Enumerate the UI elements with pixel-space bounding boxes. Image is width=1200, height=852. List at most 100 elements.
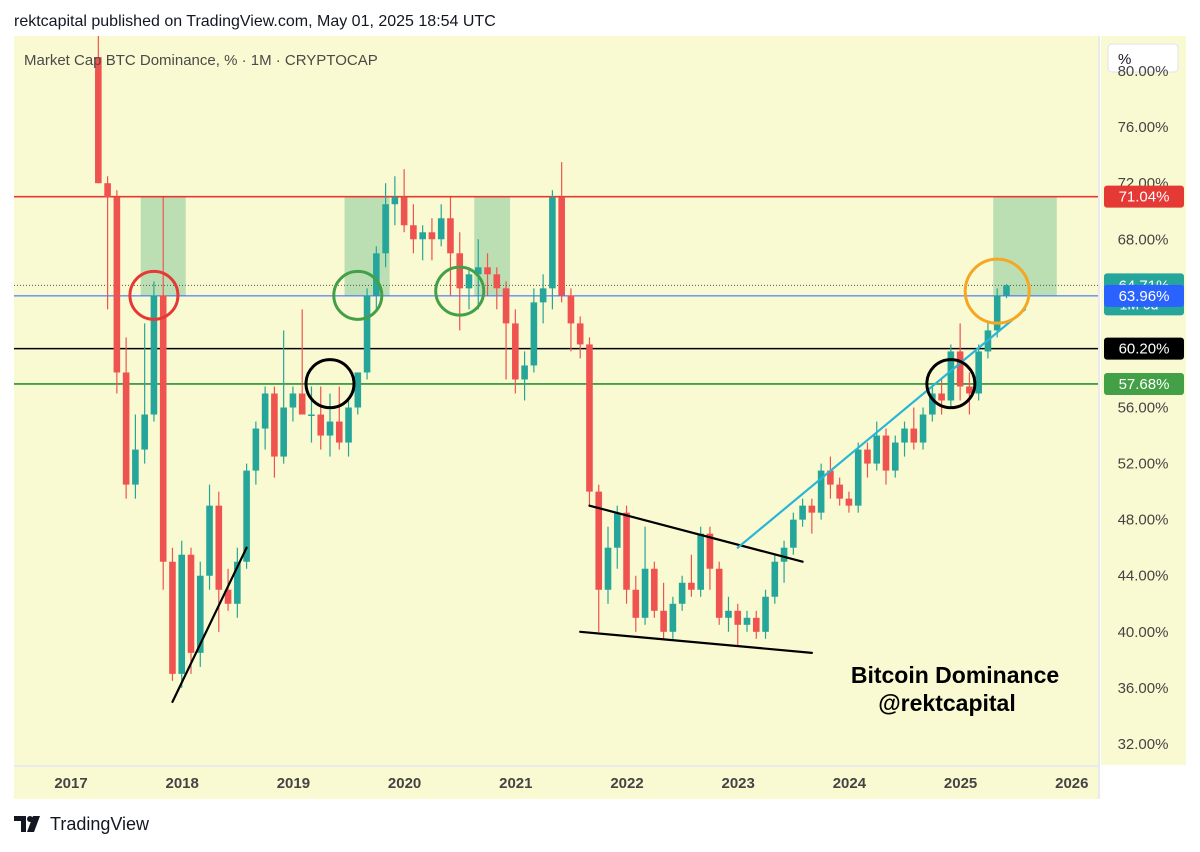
x-tick-label: 2023 xyxy=(722,775,755,792)
candle-body xyxy=(178,554,186,674)
candle-body xyxy=(604,547,612,590)
candle-body xyxy=(345,407,352,443)
candle-body xyxy=(780,547,788,562)
candle-body xyxy=(159,295,167,562)
candle-body xyxy=(864,449,871,464)
candle xyxy=(558,162,565,303)
candle xyxy=(113,190,121,394)
candle-body xyxy=(956,351,964,387)
candle-body xyxy=(567,295,575,324)
unit-label-box xyxy=(1107,43,1179,73)
candle xyxy=(234,547,241,618)
candle-body xyxy=(132,449,139,485)
candle xyxy=(308,386,315,443)
candle-body xyxy=(891,442,899,471)
candle-body xyxy=(688,582,695,590)
support-label: 57.68% xyxy=(1119,376,1170,393)
chart-title: Market Cap BTC Dominance, % · 1M · CRYPT… xyxy=(24,52,378,69)
uptrend-2018-line xyxy=(171,546,248,704)
candle xyxy=(289,386,297,422)
candle xyxy=(530,288,538,373)
candle-body xyxy=(104,183,111,198)
candle-body xyxy=(326,421,334,436)
candle xyxy=(178,540,186,688)
target-zone xyxy=(993,196,1057,296)
candle-body xyxy=(187,554,195,653)
candle-body xyxy=(400,197,408,226)
candle-body xyxy=(910,428,918,443)
y-tick-label: 36.00% xyxy=(1118,680,1169,697)
candle xyxy=(725,596,732,632)
candle xyxy=(354,372,362,415)
candle xyxy=(827,456,834,499)
candle xyxy=(252,421,260,485)
candle-body xyxy=(947,351,955,401)
candle xyxy=(484,253,491,296)
red-highlight-circle xyxy=(128,269,180,321)
candle-body xyxy=(975,351,982,394)
candle-body xyxy=(595,491,603,590)
candle-body xyxy=(836,484,843,499)
candle-body xyxy=(224,589,232,604)
candle-body xyxy=(196,575,204,653)
orange-highlight-circle xyxy=(963,257,1031,325)
candle-body xyxy=(410,225,417,240)
candle xyxy=(882,428,890,485)
candle xyxy=(215,491,223,632)
candle-body xyxy=(271,393,278,457)
black-highlight-circle xyxy=(304,358,356,410)
candle-body xyxy=(298,393,306,415)
candle xyxy=(854,442,862,513)
candle xyxy=(549,190,556,310)
candle xyxy=(762,589,769,639)
candle-body xyxy=(901,428,908,443)
candle xyxy=(317,386,325,450)
candle xyxy=(966,372,973,415)
candle-body xyxy=(938,393,945,401)
candle xyxy=(901,421,908,457)
candle xyxy=(382,183,389,268)
candle-body xyxy=(725,610,732,618)
y-tick-label: 52.00% xyxy=(1118,456,1169,473)
candle-body xyxy=(641,568,649,618)
candle xyxy=(891,435,899,478)
candle xyxy=(298,309,306,415)
x-tick-label: 2022 xyxy=(610,775,643,792)
candle xyxy=(715,561,723,625)
candle xyxy=(651,561,658,618)
candle xyxy=(697,526,704,597)
footer-brand: TradingView xyxy=(50,813,150,834)
candle xyxy=(688,554,695,597)
candle-body xyxy=(715,568,723,618)
candle-body xyxy=(799,505,806,520)
candle xyxy=(271,386,278,478)
candle xyxy=(243,463,250,569)
candle-body xyxy=(827,470,834,485)
candle xyxy=(929,386,936,422)
publish-header: rektcapital published on TradingView.com… xyxy=(14,13,496,30)
y-tick-label: 40.00% xyxy=(1118,624,1169,641)
candle xyxy=(873,421,881,471)
candle xyxy=(780,540,788,583)
candle-body xyxy=(854,449,862,506)
candle xyxy=(493,267,501,310)
candle xyxy=(623,505,630,604)
candle xyxy=(132,414,139,499)
candle xyxy=(419,225,426,261)
candle-body xyxy=(530,302,538,366)
candle-body xyxy=(150,295,158,415)
candle-body xyxy=(549,197,556,289)
candle-body xyxy=(363,295,371,373)
candle-body xyxy=(493,274,501,289)
candle xyxy=(280,330,287,464)
candle xyxy=(335,386,343,450)
candle xyxy=(975,344,982,401)
candle xyxy=(95,36,102,184)
candle-body xyxy=(669,603,677,632)
candle xyxy=(502,281,510,380)
candle xyxy=(567,288,575,352)
candle xyxy=(410,204,417,254)
candle xyxy=(428,218,436,261)
